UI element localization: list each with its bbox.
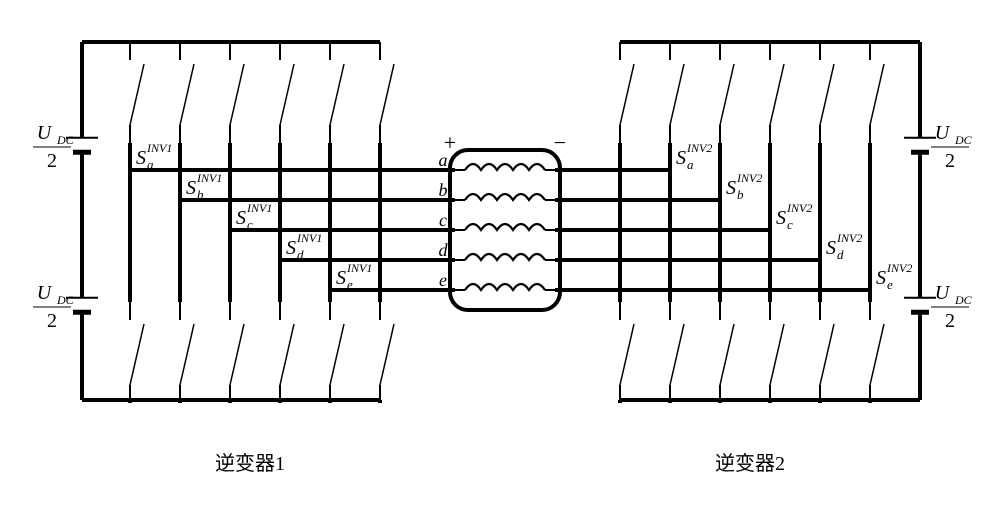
svg-text:S: S — [236, 207, 246, 229]
svg-text:U: U — [935, 282, 951, 304]
svg-text:2: 2 — [945, 150, 955, 172]
svg-text:INV1: INV1 — [146, 141, 172, 155]
svg-text:DC: DC — [56, 133, 75, 147]
svg-text:S: S — [826, 237, 836, 259]
svg-text:−: − — [554, 130, 566, 155]
svg-text:2: 2 — [47, 150, 57, 172]
svg-text:2: 2 — [945, 310, 955, 332]
svg-text:e: e — [887, 277, 893, 292]
svg-text:逆变器2: 逆变器2 — [715, 452, 785, 475]
svg-text:DC: DC — [954, 133, 973, 147]
svg-text:S: S — [676, 147, 686, 169]
svg-text:INV1: INV1 — [246, 201, 272, 215]
svg-text:U: U — [37, 282, 53, 304]
svg-text:DC: DC — [954, 293, 973, 307]
svg-text:b: b — [439, 180, 448, 200]
svg-text:INV2: INV2 — [686, 141, 712, 155]
svg-text:INV1: INV1 — [196, 171, 222, 185]
svg-text:S: S — [136, 147, 146, 169]
svg-text:S: S — [186, 177, 196, 199]
svg-text:逆变器1: 逆变器1 — [215, 452, 285, 475]
svg-text:U: U — [37, 122, 53, 144]
svg-text:DC: DC — [56, 293, 75, 307]
svg-text:S: S — [726, 177, 736, 199]
svg-text:c: c — [787, 217, 793, 232]
open-winding-5phase-dual-inverter-schematic: UDC2UDC2UDC2UDC2SaINV1SbINV1ScINV1SdINV1… — [0, 0, 1000, 507]
svg-text:d: d — [439, 240, 449, 260]
svg-text:INV2: INV2 — [886, 261, 912, 275]
svg-text:INV1: INV1 — [346, 261, 372, 275]
svg-text:INV1: INV1 — [296, 231, 322, 245]
svg-text:S: S — [286, 237, 296, 259]
svg-text:d: d — [837, 247, 844, 262]
svg-text:+: + — [444, 130, 456, 155]
svg-text:a: a — [687, 157, 694, 172]
svg-text:S: S — [776, 207, 786, 229]
svg-text:INV2: INV2 — [736, 171, 762, 185]
svg-text:b: b — [737, 187, 744, 202]
svg-text:U: U — [935, 122, 951, 144]
svg-text:e: e — [439, 270, 447, 290]
svg-text:S: S — [876, 267, 886, 289]
svg-text:INV2: INV2 — [786, 201, 812, 215]
svg-text:2: 2 — [47, 310, 57, 332]
svg-text:S: S — [336, 267, 346, 289]
svg-text:c: c — [439, 210, 447, 230]
svg-text:INV2: INV2 — [836, 231, 862, 245]
